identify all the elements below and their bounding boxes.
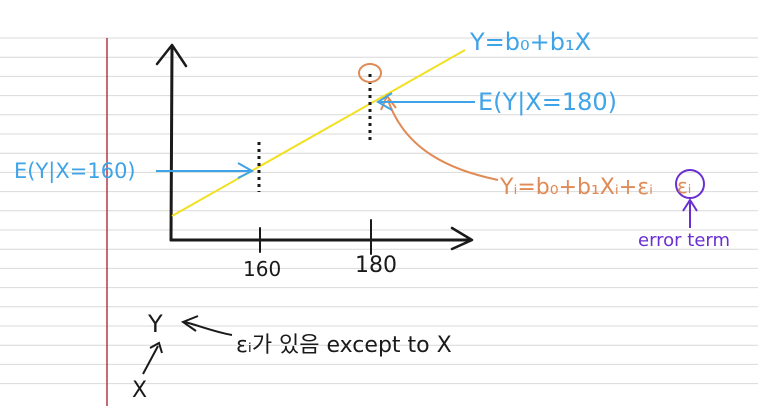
x-to-y-arrowhead [149,341,163,354]
note-arrow [184,321,233,336]
y-axis [169,45,174,242]
expectation-180-arrowhead [376,92,393,111]
expectation-160-arrowhead [237,162,255,179]
observation-arrow [387,99,499,181]
note-text: εᵢ가 있음 except to X [236,333,452,358]
tick-180-label: 180 [355,253,397,278]
note-arrowhead [180,315,199,332]
observed-point-circle [358,63,382,83]
y-note-label: Y [147,310,163,338]
expectation-160-label: E(Y|X=160) [14,159,136,184]
tick-160-label: 160 [243,257,281,281]
observation-equation-label: Yᵢ=b₀+b₁Xᵢ+εᵢ [499,175,653,200]
x-to-y-arrow [142,345,159,375]
error-symbol-circle [675,169,705,199]
ruled-paper-lines [0,37,758,385]
axes [155,43,474,255]
expectation-180-label: E(Y|X=180) [478,88,617,116]
regression-line [171,49,466,217]
model-equation-label: Y=b₀+b₁X [469,28,591,56]
x-axis-arrowhead [450,226,474,251]
error-term-arrowhead [682,198,698,212]
x-note-label: X [132,378,147,403]
error-term-label: error term [638,230,730,251]
y-axis-arrowhead [155,43,188,68]
error-symbol-label: εᵢ [677,174,691,198]
